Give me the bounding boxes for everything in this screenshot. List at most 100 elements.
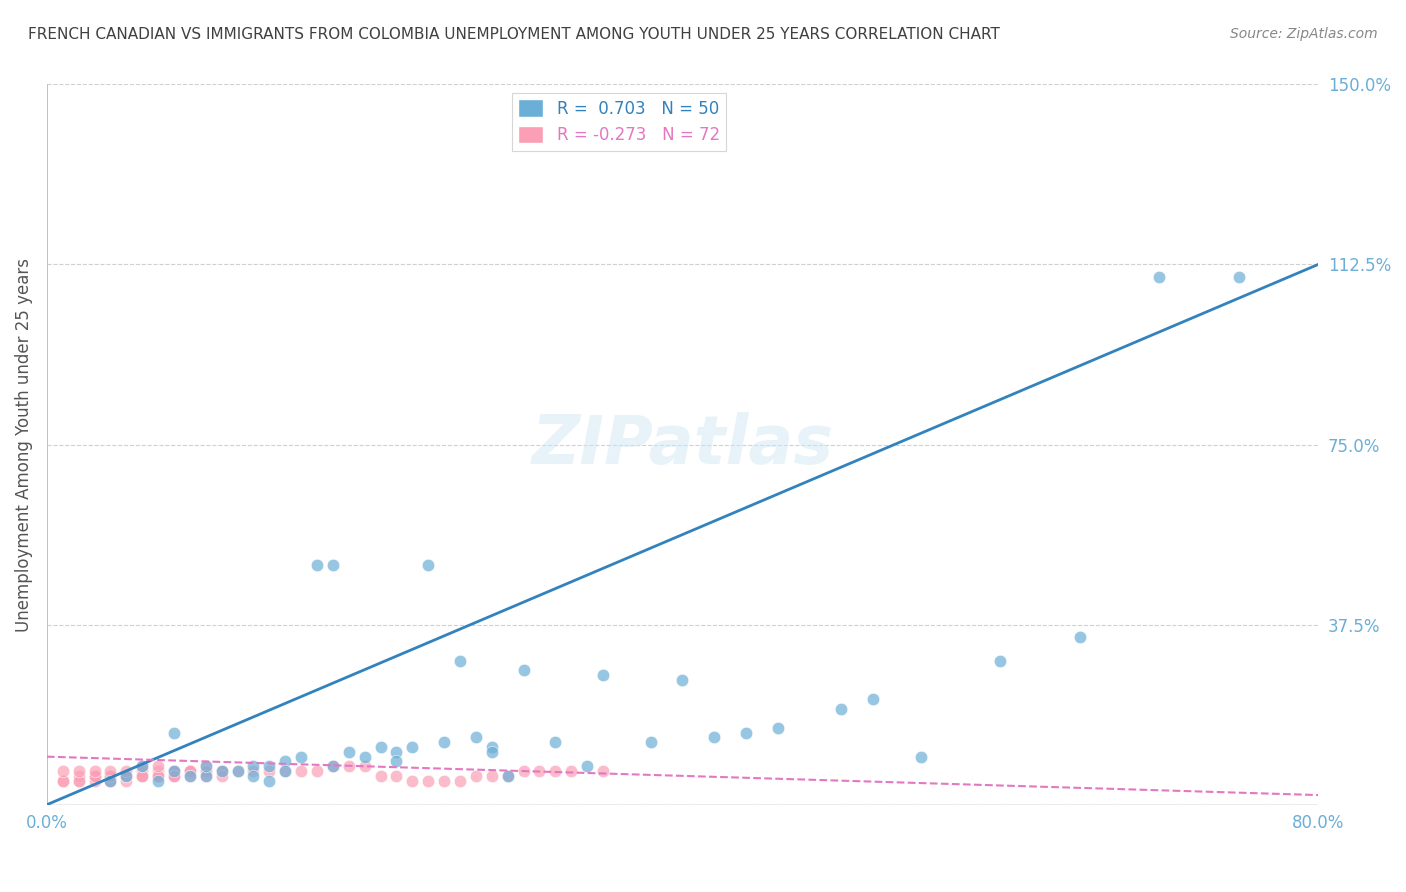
Point bbox=[418, 773, 440, 788]
Point bbox=[131, 759, 153, 773]
Point bbox=[115, 769, 138, 783]
Point bbox=[671, 673, 693, 687]
Point bbox=[337, 759, 360, 773]
Point bbox=[1227, 269, 1250, 284]
Point bbox=[146, 764, 169, 778]
Point bbox=[131, 769, 153, 783]
Point bbox=[131, 769, 153, 783]
Point bbox=[194, 764, 217, 778]
Point bbox=[179, 764, 201, 778]
Point bbox=[988, 654, 1011, 668]
Point bbox=[274, 764, 297, 778]
Point bbox=[67, 764, 90, 778]
Point bbox=[910, 749, 932, 764]
Y-axis label: Unemployment Among Youth under 25 years: Unemployment Among Youth under 25 years bbox=[15, 258, 32, 632]
Point bbox=[370, 769, 392, 783]
Point bbox=[211, 764, 233, 778]
Point bbox=[226, 764, 249, 778]
Point bbox=[703, 731, 725, 745]
Point bbox=[496, 769, 519, 783]
Point bbox=[353, 759, 375, 773]
Point bbox=[100, 773, 122, 788]
Point bbox=[337, 745, 360, 759]
Point bbox=[52, 773, 75, 788]
Point bbox=[529, 764, 551, 778]
Point bbox=[370, 740, 392, 755]
Point bbox=[131, 769, 153, 783]
Point bbox=[83, 769, 105, 783]
Point bbox=[1069, 630, 1091, 644]
Text: FRENCH CANADIAN VS IMMIGRANTS FROM COLOMBIA UNEMPLOYMENT AMONG YOUTH UNDER 25 YE: FRENCH CANADIAN VS IMMIGRANTS FROM COLOM… bbox=[28, 27, 1000, 42]
Point bbox=[52, 773, 75, 788]
Point bbox=[290, 764, 312, 778]
Point bbox=[179, 769, 201, 783]
Point bbox=[131, 764, 153, 778]
Point bbox=[83, 764, 105, 778]
Point bbox=[259, 759, 281, 773]
Point bbox=[449, 654, 471, 668]
Point bbox=[194, 764, 217, 778]
Point bbox=[179, 764, 201, 778]
Point bbox=[194, 759, 217, 773]
Point bbox=[449, 773, 471, 788]
Point bbox=[576, 759, 599, 773]
Point bbox=[735, 725, 758, 739]
Point bbox=[163, 769, 186, 783]
Point bbox=[83, 769, 105, 783]
Point bbox=[512, 764, 534, 778]
Point bbox=[163, 764, 186, 778]
Point bbox=[481, 769, 503, 783]
Point bbox=[131, 759, 153, 773]
Point bbox=[226, 764, 249, 778]
Point bbox=[146, 769, 169, 783]
Point bbox=[100, 764, 122, 778]
Point bbox=[322, 759, 344, 773]
Point bbox=[52, 764, 75, 778]
Point bbox=[544, 764, 567, 778]
Point bbox=[242, 759, 264, 773]
Point bbox=[401, 740, 423, 755]
Point bbox=[496, 769, 519, 783]
Point bbox=[146, 759, 169, 773]
Point bbox=[194, 759, 217, 773]
Point bbox=[146, 769, 169, 783]
Point bbox=[179, 764, 201, 778]
Point bbox=[862, 692, 884, 706]
Point bbox=[592, 668, 614, 682]
Point bbox=[83, 773, 105, 788]
Text: Source: ZipAtlas.com: Source: ZipAtlas.com bbox=[1230, 27, 1378, 41]
Point bbox=[179, 769, 201, 783]
Point bbox=[322, 759, 344, 773]
Point bbox=[67, 769, 90, 783]
Point bbox=[211, 764, 233, 778]
Point bbox=[544, 735, 567, 749]
Point bbox=[353, 749, 375, 764]
Point bbox=[385, 755, 408, 769]
Point bbox=[179, 764, 201, 778]
Point bbox=[115, 769, 138, 783]
Point bbox=[274, 764, 297, 778]
Point bbox=[146, 773, 169, 788]
Point bbox=[163, 764, 186, 778]
Point bbox=[146, 769, 169, 783]
Point bbox=[1147, 269, 1170, 284]
Point bbox=[100, 769, 122, 783]
Point bbox=[115, 764, 138, 778]
Legend: R =  0.703   N = 50, R = -0.273   N = 72: R = 0.703 N = 50, R = -0.273 N = 72 bbox=[512, 93, 727, 151]
Point bbox=[385, 745, 408, 759]
Point bbox=[640, 735, 662, 749]
Point bbox=[830, 701, 852, 715]
Point bbox=[481, 745, 503, 759]
Point bbox=[194, 769, 217, 783]
Point bbox=[259, 773, 281, 788]
Point bbox=[242, 764, 264, 778]
Point bbox=[766, 721, 789, 735]
Point bbox=[163, 764, 186, 778]
Point bbox=[211, 769, 233, 783]
Point bbox=[560, 764, 582, 778]
Point bbox=[115, 769, 138, 783]
Text: ZIPatlas: ZIPatlas bbox=[531, 411, 834, 477]
Point bbox=[163, 769, 186, 783]
Point bbox=[274, 755, 297, 769]
Point bbox=[242, 769, 264, 783]
